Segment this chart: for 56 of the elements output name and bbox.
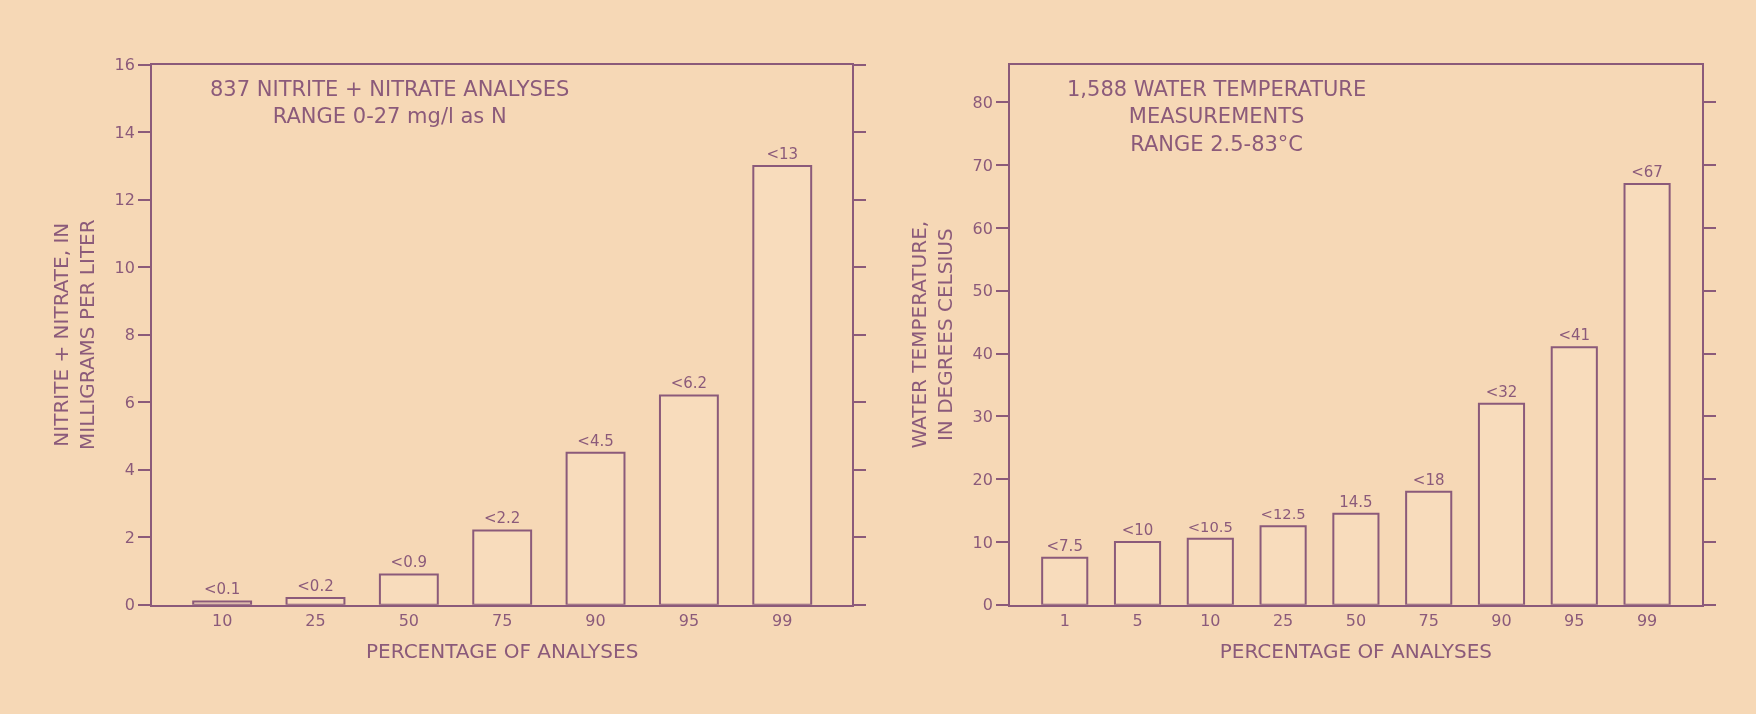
x-tick-label: 25 <box>305 610 326 630</box>
x-tick-label: 10 <box>211 610 233 630</box>
x-tick-label: 1 <box>1059 610 1070 630</box>
data-label: <4.5 <box>577 431 614 450</box>
x-tick-label: 5 <box>1132 610 1143 630</box>
text: 837 NITRITE + NITRATE ANALYSES RANGE 0-27 mg/l as N <box>210 77 570 129</box>
y-tick-label: 10 <box>972 532 993 552</box>
data-label: <2.2 <box>483 509 521 528</box>
x-axis-title: PERCENTAGE OF ANALYSES <box>366 638 639 663</box>
data-label: <6.2 <box>670 374 708 393</box>
x-tick-label: 95 <box>1564 610 1585 630</box>
data-label: <32 <box>1485 382 1518 401</box>
y-tick-label: 2 <box>124 527 135 547</box>
y-tick-label: 10 <box>114 257 135 277</box>
data-label: <0.2 <box>297 577 334 596</box>
y-tick-label: 8 <box>124 325 135 345</box>
y-tick-label: 6 <box>124 392 135 412</box>
x-tick-label: 99 <box>772 610 793 630</box>
data-label: <41 <box>1558 326 1591 345</box>
y-tick-label: 40 <box>972 344 993 364</box>
data-label: <10.5 <box>1187 517 1233 535</box>
data-label: <7.5 <box>1046 536 1083 555</box>
y-tick-label: 12 <box>114 190 135 210</box>
data-label: <13 <box>766 144 799 163</box>
x-tick-label: 10 <box>1200 610 1221 630</box>
data-label: <12.5 <box>1260 505 1306 523</box>
x-tick-label: 95 <box>678 610 700 630</box>
text: 1,588 WATER TEMPERATURE MEASUREMENTS RANGE 2.5-83°C <box>1067 77 1367 156</box>
data-label: 14.5 <box>1339 492 1373 511</box>
y-tick-label: 4 <box>124 460 135 480</box>
data-label: <18 <box>1412 470 1445 489</box>
data-label: <0.1 <box>203 580 241 599</box>
y-tick-label: 0 <box>124 595 135 615</box>
data-label: <67 <box>1631 162 1663 181</box>
x-tick-label: 90 <box>1491 610 1512 630</box>
x-axis-title: PERCENTAGE OF ANALYSES <box>1219 638 1493 663</box>
x-tick-label: 90 <box>585 610 606 630</box>
x-tick-label: 25 <box>1272 610 1294 630</box>
y-axis-title: NITRITE + NITRATE, IN MILLIGRAMS PER LITER <box>48 219 99 451</box>
y-tick-label: 14 <box>114 122 135 142</box>
x-tick-label: 99 <box>1636 610 1658 630</box>
x-tick-label: 75 <box>1418 610 1439 630</box>
y-tick-label: 50 <box>972 281 993 301</box>
y-tick-label: 30 <box>972 406 993 426</box>
x-tick-label: 50 <box>398 610 420 630</box>
y-tick-label: 80 <box>972 92 993 112</box>
y-axis-title: WATER TEMPERATURE, IN DEGREES CELSIUS <box>906 220 957 449</box>
data-label: <10 <box>1121 520 1154 539</box>
y-tick-label: 70 <box>972 155 993 175</box>
y-tick-label: 20 <box>972 469 993 489</box>
x-tick-label: 75 <box>492 610 513 630</box>
y-tick-label: 60 <box>972 218 993 238</box>
y-tick-label: 16 <box>114 55 135 75</box>
y-tick-label: 0 <box>982 595 993 615</box>
x-tick-label: 50 <box>1345 610 1367 630</box>
data-label: <0.9 <box>390 553 428 572</box>
